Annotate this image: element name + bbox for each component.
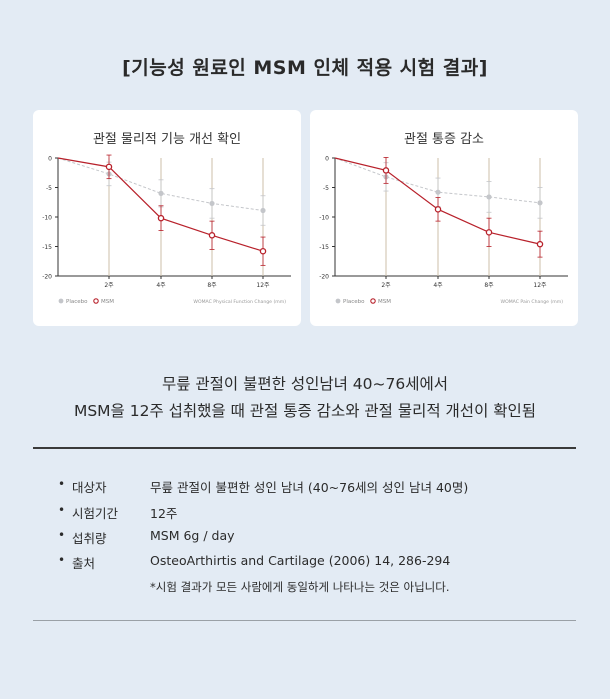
y-tick-label: -20 bbox=[319, 274, 329, 281]
legend-msm-label: MSM bbox=[101, 299, 114, 305]
msm-data-point bbox=[485, 229, 493, 236]
legend-placebo-marker bbox=[335, 298, 341, 304]
legend-placebo-marker bbox=[58, 298, 64, 304]
msm-data-point bbox=[536, 240, 544, 248]
axis-caption: WOMAC Physical Function Change (mm) bbox=[193, 299, 286, 305]
placebo-data-point bbox=[435, 189, 441, 195]
y-tick-label: 0 bbox=[48, 156, 52, 163]
summary-line-1: 무릎 관절이 불편한 성인남녀 40~76세에서 bbox=[161, 375, 449, 393]
info-label: 섭취량 bbox=[72, 531, 107, 546]
info-label: 출처 bbox=[72, 556, 96, 571]
placebo-series-line bbox=[334, 157, 541, 204]
x-tick-label: 12주 bbox=[533, 282, 547, 289]
info-row-source: • 출처 OsteoArthirtis and Cartilage (2006)… bbox=[0, 551, 610, 573]
msm-data-point bbox=[157, 214, 165, 222]
placebo-data-point bbox=[486, 194, 492, 200]
x-tick-label: 12주 bbox=[256, 282, 270, 289]
y-tick-label: -10 bbox=[42, 215, 52, 222]
placebo-data-point bbox=[260, 207, 266, 214]
msm-data-point bbox=[208, 232, 216, 239]
info-value: 12주 bbox=[150, 506, 178, 521]
bullet-icon: • bbox=[58, 477, 66, 491]
info-row-period: • 시험기간 12주 bbox=[0, 501, 610, 523]
y-tick-label: -10 bbox=[319, 215, 329, 222]
bullet-icon: • bbox=[58, 528, 66, 542]
x-tick-label: 8주 bbox=[484, 282, 494, 289]
placebo-series-line bbox=[57, 157, 264, 212]
summary-line-2: MSM을 12주 섭취했을 때 관절 통증 감소와 관절 물리적 개선이 확인됨 bbox=[73, 402, 537, 420]
info-row-dosage: • 섭취량 MSM 6g / day bbox=[0, 526, 610, 548]
y-tick-label: 0 bbox=[325, 156, 329, 163]
msm-data-point bbox=[434, 206, 442, 213]
y-tick-label: -5 bbox=[323, 185, 329, 192]
bullet-icon: • bbox=[58, 503, 66, 517]
x-tick-label: 4주 bbox=[433, 282, 443, 289]
y-tick-label: -20 bbox=[42, 274, 52, 281]
chart-card-pain: 관절 통증 감소 0 -5 -10 -15 -20 2주 4주 8주 12주 Placebo MSM… bbox=[310, 110, 578, 326]
info-value: OsteoArthirtis and Cartilage (2006) 14, … bbox=[150, 553, 451, 568]
msm-data-point bbox=[382, 167, 390, 174]
x-tick-label: 8주 bbox=[207, 282, 217, 289]
page-headline: [기능성 원료인 MSM 인체 적용 시험 결과] bbox=[122, 57, 488, 79]
y-tick-label: -15 bbox=[42, 244, 52, 251]
bullet-icon: • bbox=[58, 553, 66, 567]
y-tick-label: -15 bbox=[319, 244, 329, 251]
chart-svg-pain: 0 -5 -10 -15 -20 2주 4주 8주 12주 Placebo MSM WOMAC Pai… bbox=[319, 156, 568, 305]
x-tick-label: 2주 bbox=[381, 282, 391, 289]
chart-title: 관절 물리적 기능 개선 확인 bbox=[92, 132, 242, 147]
divider-bottom bbox=[33, 620, 576, 621]
msm-data-point bbox=[105, 163, 113, 171]
msm-data-point bbox=[259, 247, 267, 255]
y-tick-label: -5 bbox=[46, 185, 52, 192]
legend-msm-label: MSM bbox=[378, 299, 391, 305]
placebo-data-point bbox=[209, 200, 215, 207]
legend-placebo-label: Placebo bbox=[343, 299, 365, 305]
legend-placebo-label: Placebo bbox=[66, 299, 88, 305]
divider-top bbox=[33, 447, 576, 449]
info-row-subjects: • 대상자 무릎 관절이 불편한 성인 남녀 (40~76세의 성인 남녀 40… bbox=[0, 475, 610, 497]
legend-msm-marker bbox=[93, 298, 99, 304]
chart-svg-physical-function: 0 -5 -10 -15 -20 2주 4주 8주 12주 Placebo MSM WOMAC Phy… bbox=[42, 154, 291, 305]
disclaimer-note: *시험 결과가 모든 사람에게 동일하게 나타나는 것은 아닙니다. bbox=[150, 580, 450, 594]
info-value: 무릎 관절이 불편한 성인 남녀 (40~76세의 성인 남녀 40명) bbox=[150, 480, 469, 495]
chart-title: 관절 통증 감소 bbox=[403, 132, 485, 147]
axis-caption: WOMAC Pain Change (mm) bbox=[501, 299, 564, 305]
x-tick-label: 4주 bbox=[156, 282, 166, 289]
x-tick-label: 2주 bbox=[104, 282, 114, 289]
info-label: 대상자 bbox=[72, 480, 107, 495]
info-label: 시험기간 bbox=[72, 506, 119, 521]
placebo-data-point bbox=[537, 200, 543, 206]
placebo-data-point bbox=[158, 190, 164, 196]
legend-msm-marker bbox=[370, 298, 376, 304]
info-value: MSM 6g / day bbox=[150, 528, 235, 543]
chart-card-physical-function: 관절 물리적 기능 개선 확인 0 -5 -10 -15 -20 2주 4주 8주 12주 Pla… bbox=[33, 110, 301, 326]
